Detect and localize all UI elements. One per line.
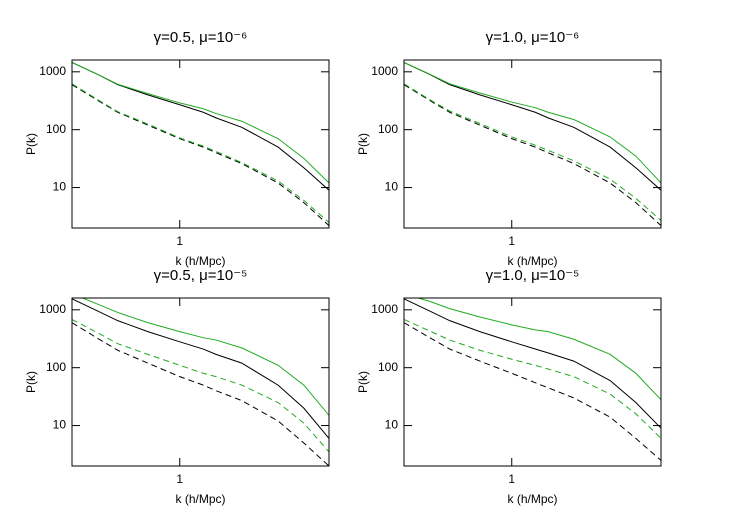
x-axis-label: k (h/Mpc) bbox=[507, 492, 557, 506]
y-tick-label: 100 bbox=[46, 360, 66, 374]
y-axis-label: P(k) bbox=[24, 133, 38, 155]
series-line bbox=[404, 298, 661, 429]
series-line bbox=[72, 319, 329, 453]
x-tick-label: 1 bbox=[176, 234, 183, 248]
plot-frame bbox=[403, 297, 662, 467]
y-tick-label: 1000 bbox=[39, 64, 66, 78]
y-tick-label: 10 bbox=[385, 418, 399, 432]
plot-frame bbox=[71, 297, 330, 467]
y-tick-label: 100 bbox=[378, 122, 398, 136]
series-line bbox=[404, 84, 661, 226]
y-tick-label: 10 bbox=[385, 180, 399, 194]
x-tick-label: 1 bbox=[508, 472, 515, 486]
plot-frame bbox=[403, 59, 662, 229]
series-line bbox=[404, 62, 661, 184]
series-line bbox=[72, 83, 329, 223]
series-line bbox=[72, 62, 329, 191]
y-tick-label: 1000 bbox=[371, 64, 398, 78]
series-line bbox=[404, 319, 661, 439]
panel-title: γ=1.0, μ=10⁻⁶ bbox=[486, 29, 580, 46]
panel-title: γ=1.0, μ=10⁻⁵ bbox=[486, 267, 580, 284]
y-axis-label: P(k) bbox=[24, 371, 38, 393]
series-line bbox=[416, 298, 661, 401]
series-line bbox=[404, 83, 661, 221]
y-tick-label: 100 bbox=[378, 360, 398, 374]
series-line bbox=[72, 62, 329, 184]
y-tick-label: 10 bbox=[53, 180, 67, 194]
y-tick-label: 10 bbox=[53, 418, 67, 432]
y-tick-label: 1000 bbox=[39, 302, 66, 316]
series-line bbox=[72, 322, 329, 466]
series-line bbox=[404, 62, 661, 191]
y-axis-label: P(k) bbox=[356, 133, 370, 155]
x-axis-label: k (h/Mpc) bbox=[507, 254, 557, 268]
x-tick-label: 1 bbox=[176, 472, 183, 486]
x-axis-label: k (h/Mpc) bbox=[175, 492, 225, 506]
series-line bbox=[72, 84, 329, 226]
series-line bbox=[404, 322, 661, 461]
panel-title: γ=0.5, μ=10⁻⁶ bbox=[154, 29, 248, 46]
y-tick-label: 1000 bbox=[371, 302, 398, 316]
x-tick-label: 1 bbox=[508, 234, 515, 248]
y-axis-label: P(k) bbox=[356, 371, 370, 393]
y-tick-label: 100 bbox=[46, 122, 66, 136]
plot-frame bbox=[71, 59, 330, 229]
x-axis-label: k (h/Mpc) bbox=[175, 254, 225, 268]
panel-title: γ=0.5, μ=10⁻⁵ bbox=[154, 267, 248, 284]
series-line bbox=[72, 298, 329, 439]
series-line bbox=[81, 298, 329, 416]
